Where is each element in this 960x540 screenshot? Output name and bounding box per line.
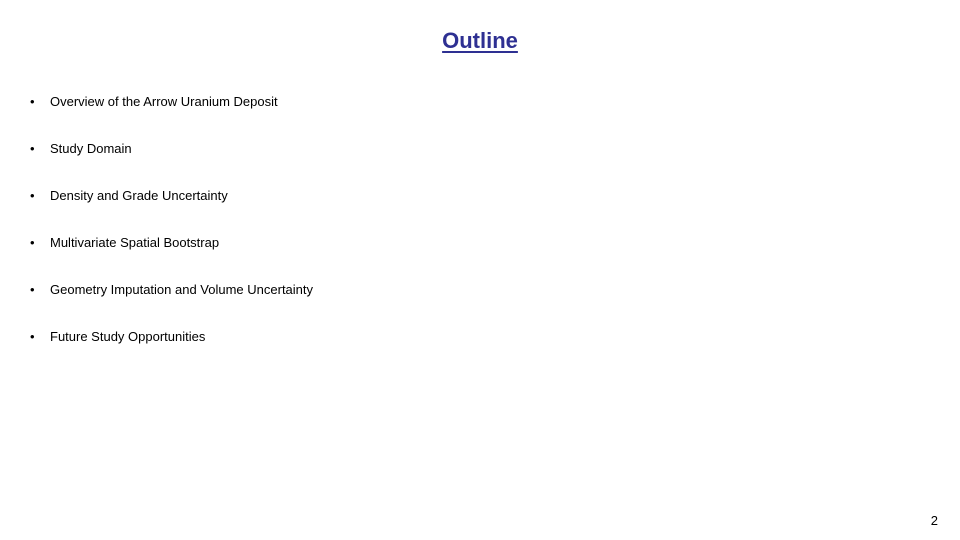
list-item: Multivariate Spatial Bootstrap (30, 235, 960, 250)
outline-bullet-list: Overview of the Arrow Uranium Deposit St… (0, 54, 960, 344)
list-item: Future Study Opportunities (30, 329, 960, 344)
slide-title: Outline (0, 0, 960, 54)
list-item: Overview of the Arrow Uranium Deposit (30, 94, 960, 109)
list-item: Study Domain (30, 141, 960, 156)
page-number: 2 (931, 513, 938, 528)
list-item: Density and Grade Uncertainty (30, 188, 960, 203)
list-item: Geometry Imputation and Volume Uncertain… (30, 282, 960, 297)
